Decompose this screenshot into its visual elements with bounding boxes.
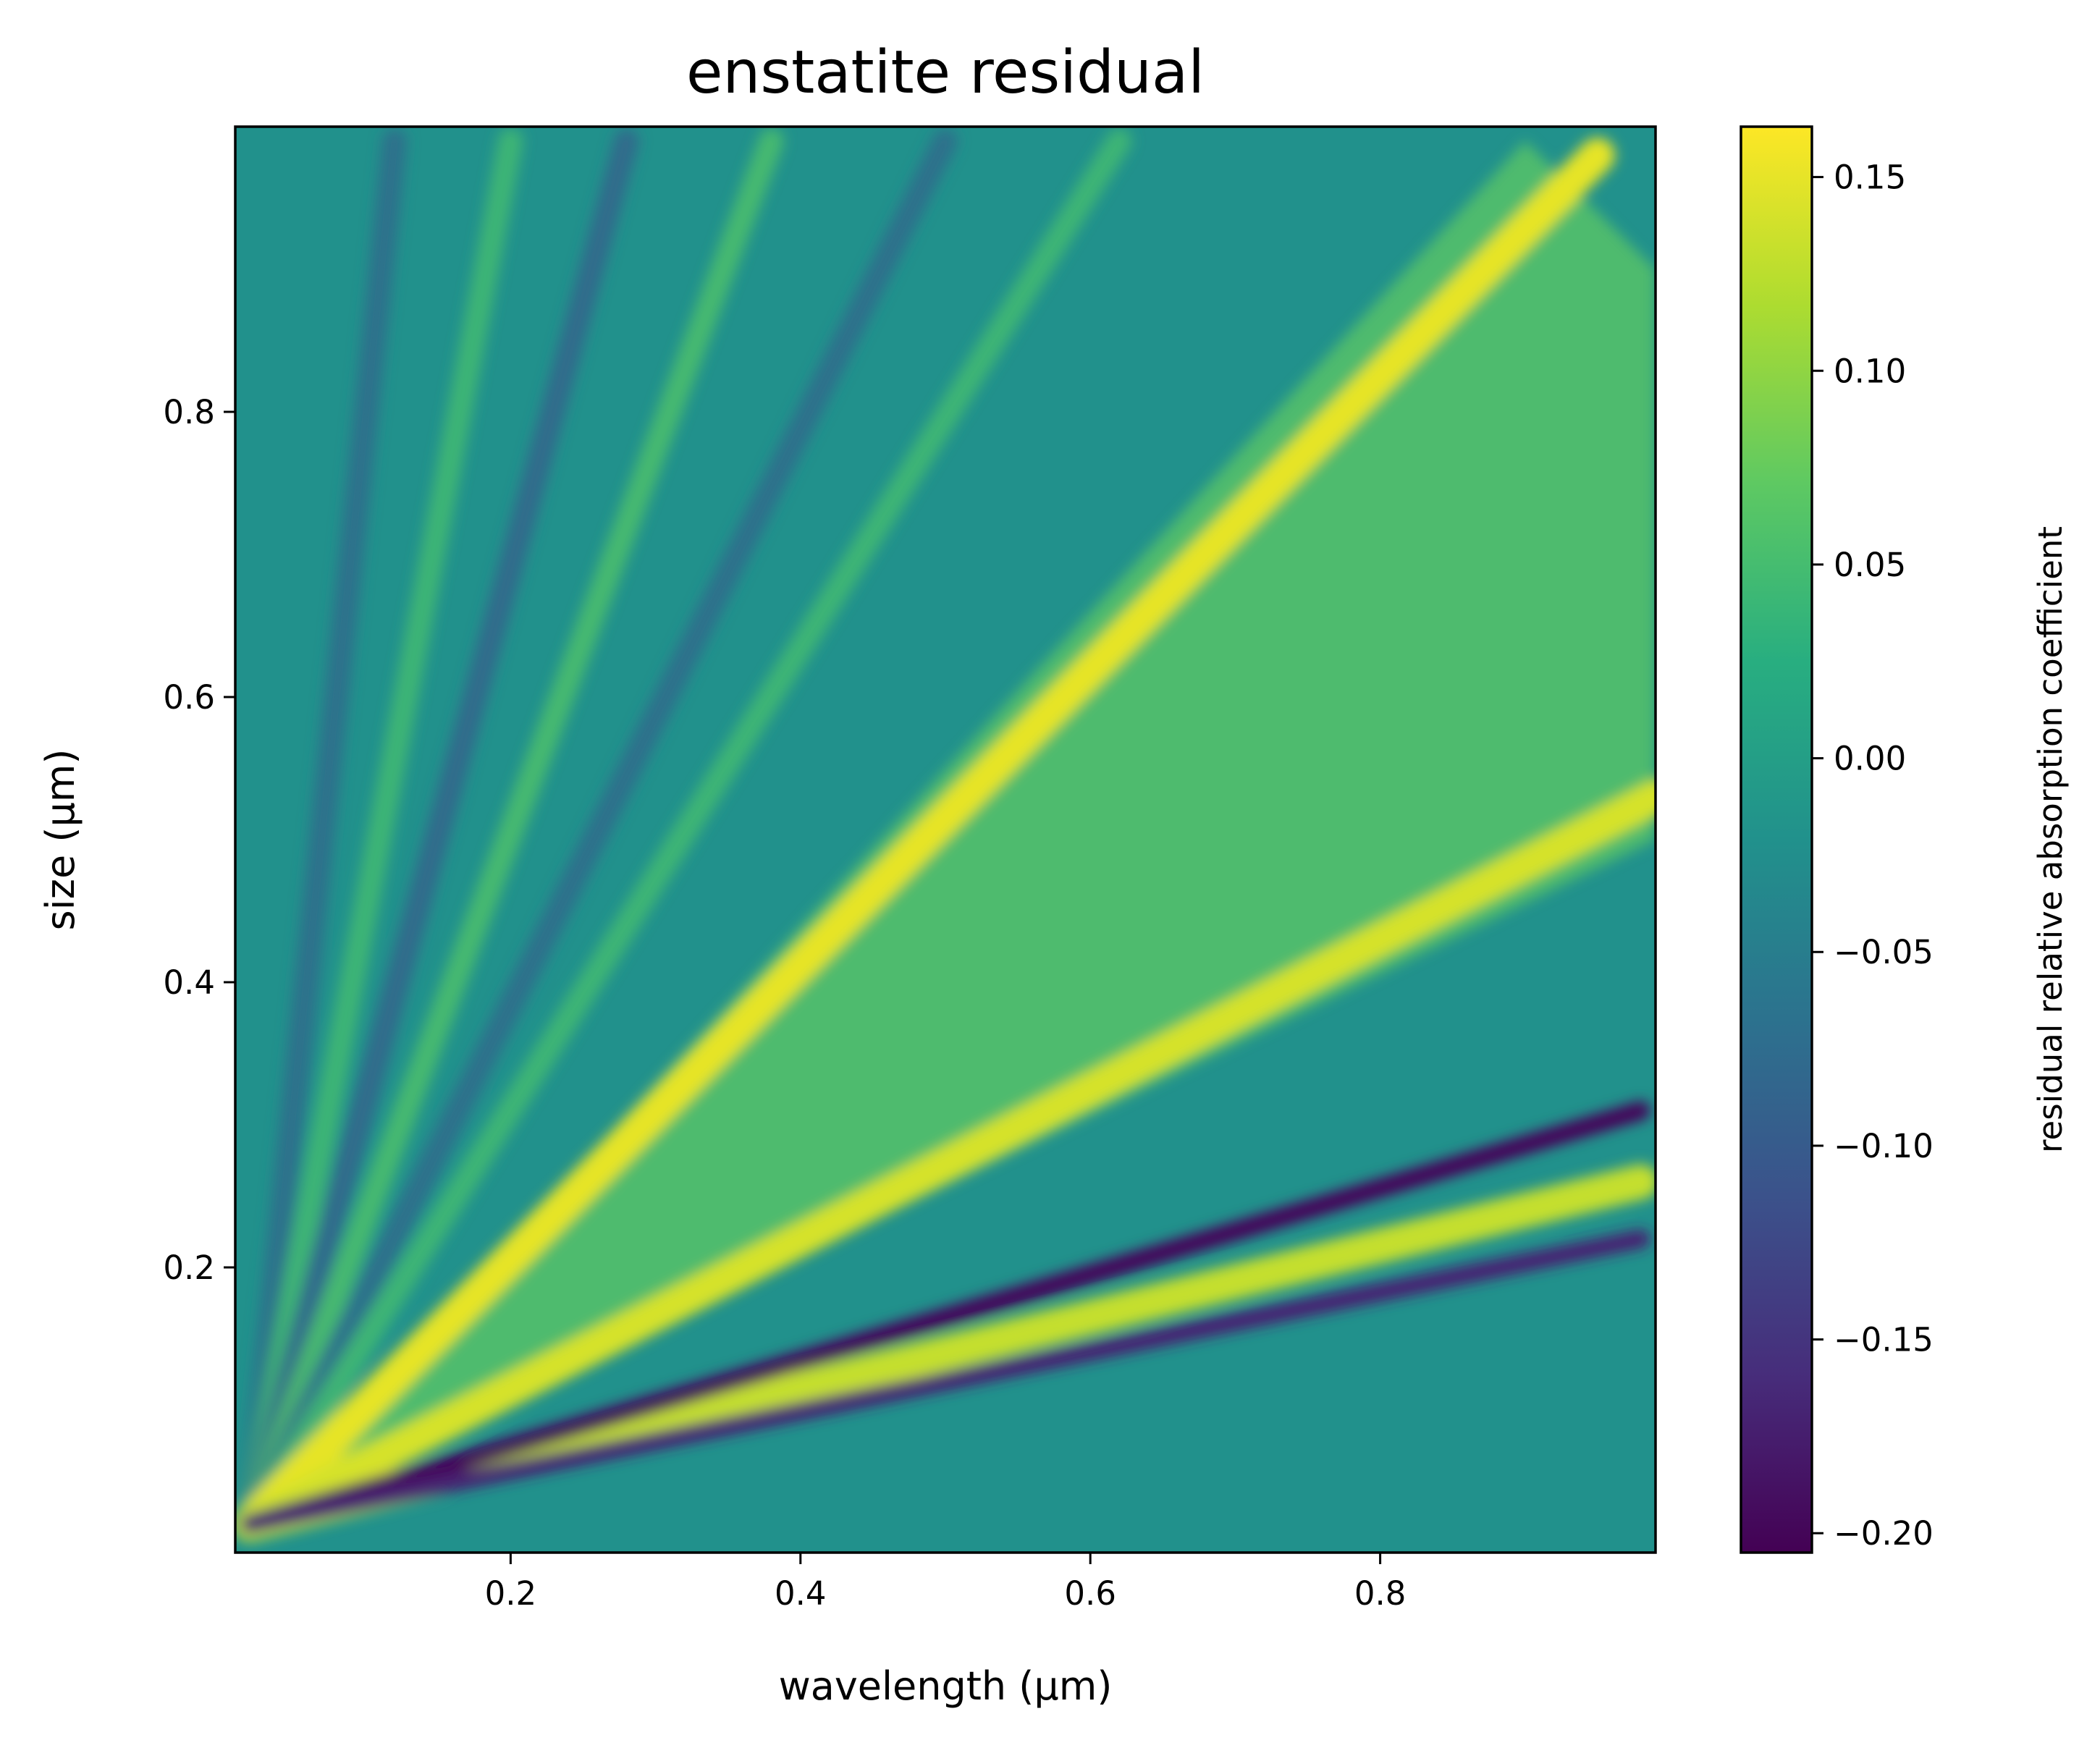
- heatmap-spoke: [237, 128, 1132, 1537]
- colorbar-tick-label: 0.10: [1834, 352, 1906, 390]
- colorbar-tick-label: −0.20: [1834, 1514, 1934, 1553]
- heatmap-trough: [240, 1101, 1650, 1534]
- x-tick-label: 0.6: [1064, 1574, 1116, 1613]
- colorbar-tick-label: −0.15: [1834, 1321, 1934, 1359]
- heatmap-spoke: [237, 128, 408, 1537]
- y-tick-label: 0.8: [163, 393, 215, 431]
- x-tick-label: 0.2: [485, 1574, 537, 1613]
- x-axis-ticks: 0.2 0.4 0.6 0.8: [485, 1553, 1407, 1613]
- colorbar-tick-label: 0.15: [1834, 159, 1906, 197]
- colorbar-tick-label: 0.05: [1834, 546, 1906, 584]
- y-tick-label: 0.6: [163, 678, 215, 717]
- y-axis-ticks: 0.2 0.4 0.6 0.8: [163, 393, 235, 1287]
- colorbar-tick-label: −0.05: [1834, 933, 1934, 971]
- heatmap-spoke: [237, 128, 639, 1537]
- colorbar-frame: [1740, 125, 1813, 1554]
- heatmap-spoke: [237, 128, 784, 1537]
- colorbar-tick-label: −0.10: [1834, 1127, 1934, 1165]
- heatmap-spoke: [237, 128, 958, 1537]
- x-tick-label: 0.4: [775, 1574, 827, 1613]
- heatmap-spoke: [237, 128, 523, 1537]
- chart-title: enstatite residual: [686, 38, 1205, 107]
- y-tick-label: 0.2: [163, 1249, 215, 1287]
- x-axis-label: wavelength (μm): [779, 1663, 1113, 1709]
- heatmap-trough: [240, 1229, 1650, 1534]
- heatmap-area: [235, 127, 1656, 1553]
- colorbar-ticks: 0.15 0.10 0.05 0.00 −0.05 −0.10 −0.15 −0.20: [1812, 159, 1934, 1553]
- colorbar: [1741, 127, 1812, 1553]
- colorbar-tick-label: 0.00: [1834, 740, 1906, 778]
- heatmap-ridge: [235, 779, 1656, 1542]
- colorbar-label: residual relative absorption coefficient: [2031, 526, 2070, 1153]
- y-tick-label: 0.4: [163, 963, 215, 1002]
- x-tick-label: 0.8: [1354, 1574, 1407, 1613]
- heatmap-ridge: [235, 138, 1615, 1542]
- y-axis-label: size (μm): [38, 749, 83, 931]
- plot-frame: [234, 125, 1657, 1554]
